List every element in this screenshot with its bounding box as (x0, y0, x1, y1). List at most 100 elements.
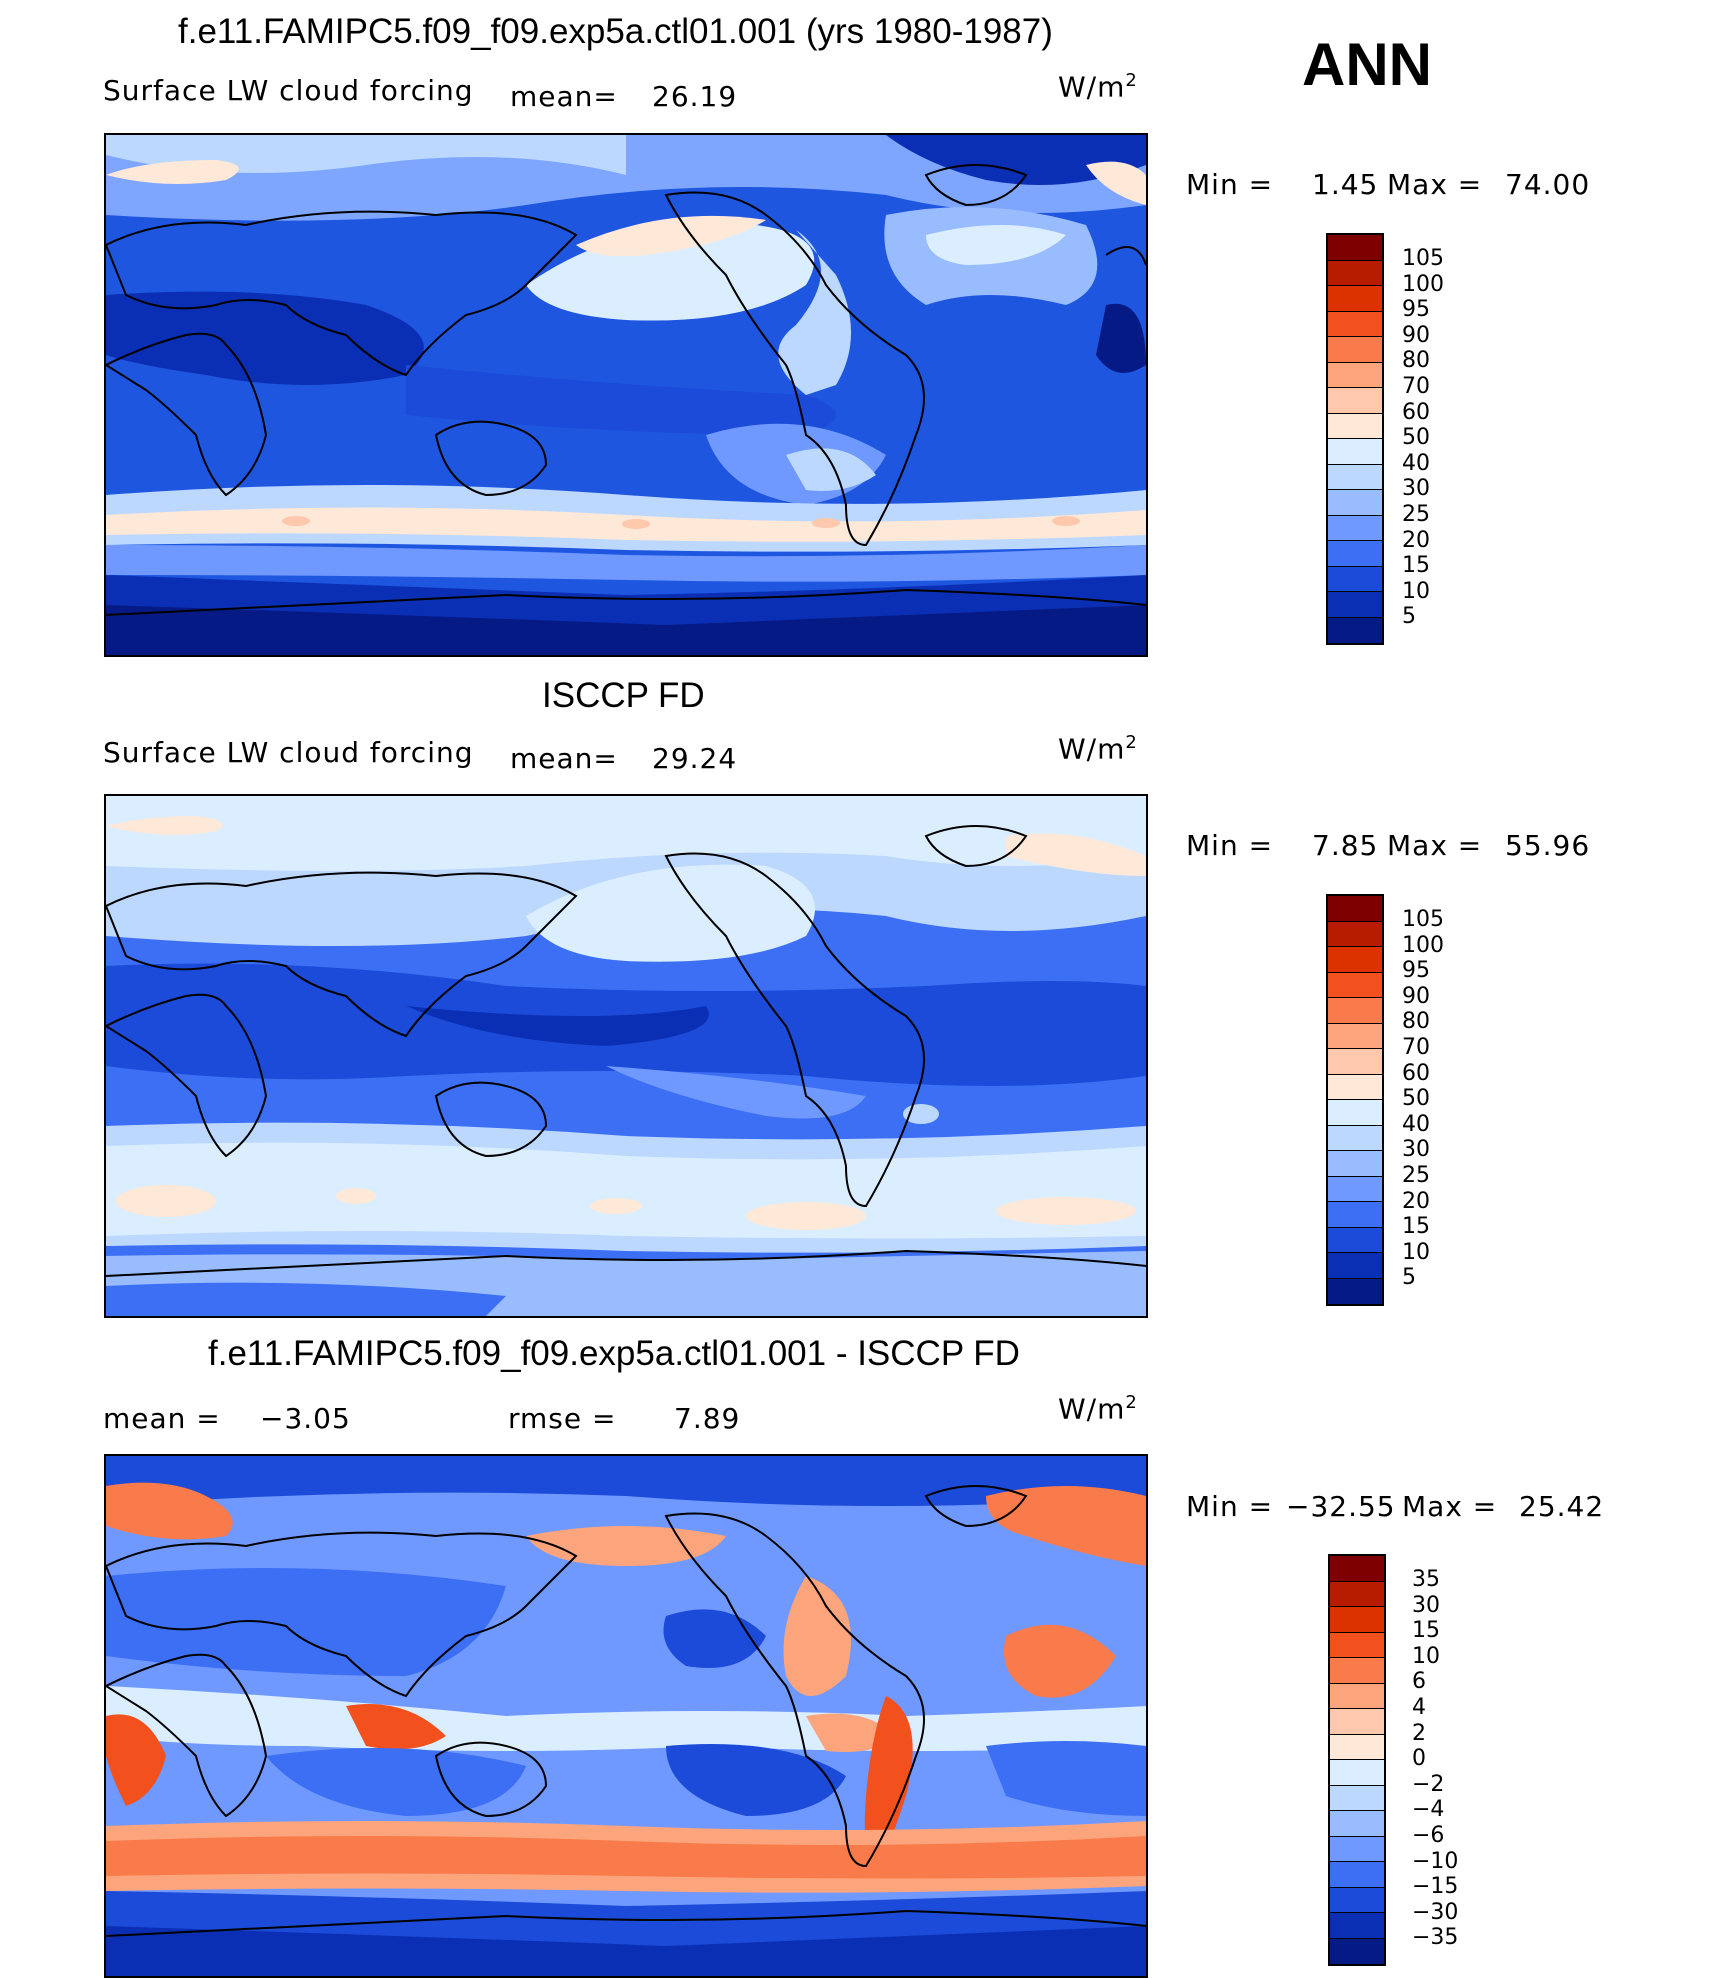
colorbar-swatch (1328, 337, 1382, 363)
colorbar-tick-label: 2 (1412, 1720, 1426, 1746)
colorbar-swatch (1330, 1556, 1384, 1582)
colorbar-swatch (1330, 1862, 1384, 1888)
colorbar-swatch (1330, 1785, 1384, 1811)
panel-1-variable: Surface LW cloud forcing (103, 74, 474, 107)
colorbar-tick-label: 95 (1402, 958, 1430, 984)
colorbar-swatch (1328, 921, 1382, 947)
colorbar-swatch (1328, 1100, 1382, 1126)
panel-2-map (104, 794, 1148, 1318)
panel-3-max-value: 25.42 (1519, 1490, 1605, 1523)
colorbar-swatch (1328, 1176, 1382, 1202)
colorbar-tick-label: 25 (1402, 501, 1430, 527)
colorbar-tick-label: 15 (1412, 1618, 1440, 1644)
colorbar-swatch (1330, 1632, 1384, 1658)
colorbar-swatch (1328, 490, 1382, 516)
panel-3-title: f.e11.FAMIPC5.f09_f09.exp5a.ctl01.001 - … (208, 1334, 1020, 1373)
colorbar-swatch (1328, 592, 1382, 618)
panel-3-mean-value: −3.05 (260, 1402, 351, 1435)
panel-1-title: f.e11.FAMIPC5.f09_f09.exp5a.ctl01.001 (y… (178, 12, 1053, 51)
colorbar-swatch (1330, 1811, 1384, 1837)
colorbar-tick-label: 40 (1402, 450, 1430, 476)
colorbar-tick-label: 20 (1402, 527, 1430, 553)
colorbar-swatch (1328, 1074, 1382, 1100)
colorbar-tick-label: 95 (1402, 297, 1430, 323)
panel-1-mean-label: mean= (510, 80, 618, 113)
colorbar-tick-label: −10 (1412, 1848, 1459, 1874)
colorbar-tick-label: 10 (1412, 1643, 1440, 1669)
colorbar-swatch (1328, 1023, 1382, 1049)
colorbar-swatch (1328, 362, 1382, 388)
colorbar-tick-label: 10 (1402, 578, 1430, 604)
colorbar-swatch (1328, 1049, 1382, 1075)
colorbar-swatch (1330, 1607, 1384, 1633)
colorbar-tick-label: 30 (1402, 1137, 1430, 1163)
colorbar-tick-label: 15 (1402, 1214, 1430, 1240)
colorbar-tick-label: 90 (1402, 322, 1430, 348)
colorbar-tick-label: 20 (1402, 1188, 1430, 1214)
colorbar-swatch (1330, 1658, 1384, 1684)
colorbar-tick-label: 35 (1412, 1567, 1440, 1592)
colorbar-swatch (1328, 541, 1382, 567)
colorbar-swatch (1328, 1125, 1382, 1151)
colorbar-swatch (1328, 972, 1382, 998)
panel-1-colorbar (1326, 233, 1384, 645)
panel-1-units: W/m2 (1058, 70, 1138, 104)
colorbar-tick-label: 70 (1402, 1034, 1430, 1060)
panel-1-min-value: 1.45 (1312, 168, 1379, 201)
colorbar-tick-label: −35 (1412, 1925, 1459, 1951)
colorbar-swatch (1330, 1683, 1384, 1709)
colorbar-tick-label: −6 (1412, 1822, 1445, 1848)
colorbar-tick-label: 100 (1402, 271, 1444, 297)
colorbar-tick-label: 50 (1402, 425, 1430, 451)
colorbar-tick-label: 105 (1402, 246, 1444, 271)
colorbar-swatch (1328, 947, 1382, 973)
panel-1-colorbar-labels: 105 100 95 90 80 70 60 50 40 30 25 20 15 10 5 (1402, 246, 1444, 630)
colorbar-swatch (1328, 1253, 1382, 1279)
panel-2-max-label: Max = (1387, 829, 1483, 862)
colorbar-tick-label: 70 (1402, 373, 1430, 399)
panel-1-map (104, 133, 1148, 657)
colorbar-tick-label: 5 (1402, 1265, 1416, 1291)
season-label: ANN (1302, 31, 1432, 98)
colorbar-tick-label: 90 (1402, 983, 1430, 1009)
colorbar-swatch (1328, 998, 1382, 1024)
colorbar-tick-label: 4 (1412, 1694, 1426, 1720)
panel-2-colorbar (1326, 894, 1384, 1306)
panel-2-min-value: 7.85 (1312, 829, 1379, 862)
panel-3-colorbar-labels: 35 30 15 10 6 4 2 0 −2 −4 −6 −10 −15 −30 −35 (1412, 1567, 1458, 1951)
panel-3-max-label: Max = (1402, 1490, 1498, 1523)
colorbar-swatch (1328, 388, 1382, 414)
colorbar-tick-label: 80 (1402, 1009, 1430, 1035)
panel-3-contour-field (106, 1456, 1146, 1976)
colorbar-swatch (1330, 1734, 1384, 1760)
colorbar-tick-label: 60 (1402, 1060, 1430, 1086)
colorbar-swatch (1328, 413, 1382, 439)
panel-1-max-value: 74.00 (1505, 168, 1591, 201)
panel-2-max-value: 55.96 (1505, 829, 1591, 862)
panel-1-max-label: Max = (1387, 168, 1483, 201)
colorbar-tick-label: −4 (1412, 1797, 1445, 1823)
colorbar-swatch (1328, 1151, 1382, 1177)
colorbar-tick-label: 50 (1402, 1086, 1430, 1112)
colorbar-tick-label: 60 (1402, 399, 1430, 425)
panel-1-contour-field (106, 135, 1146, 655)
colorbar-swatch (1328, 1202, 1382, 1228)
panel-2-min-label: Min = (1186, 829, 1274, 862)
colorbar-swatch (1328, 1278, 1382, 1304)
panel-3-colorbar (1328, 1554, 1386, 1966)
colorbar-tick-label: 0 (1412, 1746, 1426, 1772)
colorbar-swatch (1328, 566, 1382, 592)
colorbar-swatch (1330, 1913, 1384, 1939)
panel-3-rmse-label: rmse = (508, 1402, 617, 1435)
panel-2-contour-field (106, 796, 1146, 1316)
panel-3-min-label: Min = (1186, 1490, 1274, 1523)
colorbar-tick-label: 25 (1402, 1162, 1430, 1188)
colorbar-tick-label: 30 (1412, 1592, 1440, 1618)
panel-1-min-label: Min = (1186, 168, 1274, 201)
colorbar-tick-label: 40 (1402, 1111, 1430, 1137)
colorbar-swatch (1328, 896, 1382, 922)
colorbar-swatch (1328, 311, 1382, 337)
colorbar-tick-label: 105 (1402, 907, 1444, 932)
colorbar-swatch (1330, 1760, 1384, 1786)
colorbar-tick-label: −15 (1412, 1874, 1459, 1900)
